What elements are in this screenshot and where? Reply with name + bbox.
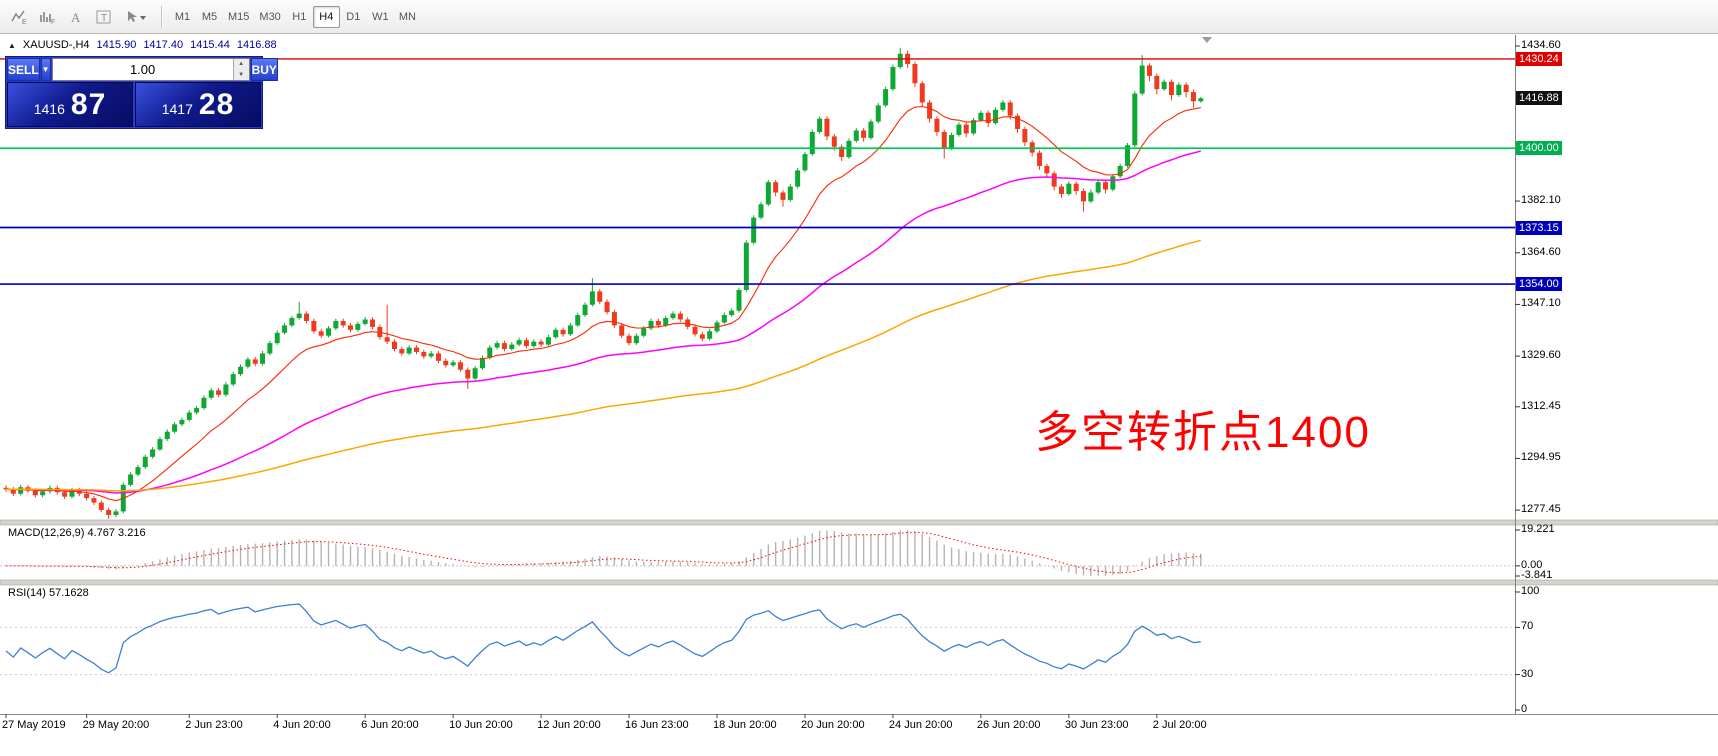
buy-price-big: 28: [198, 87, 235, 121]
volume-box: ▲ ▼: [51, 58, 250, 81]
timeframe-button-m5[interactable]: M5: [201, 10, 218, 23]
text-box-tool-button[interactable]: T: [90, 5, 118, 29]
symbol-title: XAUUSD-,H4: [22, 39, 90, 51]
equity-curve-tool-button[interactable]: E: [6, 5, 34, 29]
spinner-down-icon[interactable]: ▼: [233, 69, 249, 80]
spinner-up-icon[interactable]: ▲: [233, 59, 249, 70]
toolbar-separator: [161, 5, 162, 28]
collapse-triangle-icon[interactable]: ▲: [8, 40, 16, 50]
timeframe-button-m30[interactable]: M30: [259, 10, 281, 23]
volume-spinner: ▲ ▼: [232, 59, 249, 80]
sell-button[interactable]: SELL: [7, 58, 40, 81]
buy-button[interactable]: BUY: [250, 58, 278, 81]
sell-price-small: 1416: [33, 101, 65, 117]
cursor-tool-button[interactable]: [118, 5, 154, 29]
rsi-indicator-label: RSI(14) 57.1628: [8, 587, 89, 599]
timeframe-button-m15[interactable]: M15: [228, 10, 250, 23]
ohlc-low: 1415.44: [190, 39, 230, 51]
equity-curve-icon: E: [11, 10, 27, 25]
text-label-tool-button[interactable]: A: [62, 5, 90, 29]
sell-price-big: 87: [70, 87, 107, 121]
ohlc-high: 1417.40: [143, 39, 184, 51]
text-box-icon: T: [96, 10, 111, 24]
volume-bars-icon: F: [40, 11, 55, 25]
chart-shift-marker: [1202, 37, 1212, 43]
macd-indicator-label: MACD(12,26,9) 4.767 3.216: [8, 527, 146, 539]
buy-price-pane[interactable]: 1417 28: [135, 82, 261, 127]
svg-text:T: T: [101, 13, 107, 24]
timeframe-button-h4[interactable]: H4: [312, 5, 340, 28]
timeframe-group: M1 M5 M15 M30 H1 H4 D1 W1 MN: [169, 5, 421, 28]
text-label-icon: A: [71, 10, 81, 25]
cursor-tool-icon: [128, 10, 146, 22]
volume-bars-tool-button[interactable]: F: [34, 5, 62, 29]
timeframe-button-mn[interactable]: MN: [398, 10, 416, 23]
main-toolbar: E F A T M1 M5 M15 M30 H1 H4 D1 W1 MN: [0, 0, 1718, 34]
one-click-trade-panel: SELL ▼ ▲ ▼ BUY 1416 87 1417 28: [5, 56, 278, 129]
chart-annotation-text[interactable]: 多空转折点1400: [1035, 408, 1371, 457]
svg-text:F: F: [51, 19, 55, 25]
ohlc-open: 1415.90: [96, 39, 137, 51]
order-type-dropdown[interactable]: ▼: [40, 58, 51, 81]
timeframe-button-d1[interactable]: D1: [346, 10, 361, 23]
timeframe-button-h1[interactable]: H1: [292, 10, 307, 23]
volume-input[interactable]: [52, 59, 233, 80]
dropdown-arrow-icon: ▼: [41, 65, 50, 74]
chart-header: ▲ XAUUSD-,H4 1415.90 1417.40 1415.44 141…: [8, 39, 277, 51]
timeframe-button-w1[interactable]: W1: [372, 10, 389, 23]
svg-text:E: E: [22, 19, 27, 25]
sell-price-pane[interactable]: 1416 87: [7, 82, 133, 127]
buy-price-small: 1417: [161, 101, 193, 117]
timeframe-button-m1[interactable]: M1: [174, 10, 191, 23]
svg-text:A: A: [71, 10, 81, 25]
ohlc-close: 1416.88: [236, 39, 277, 51]
